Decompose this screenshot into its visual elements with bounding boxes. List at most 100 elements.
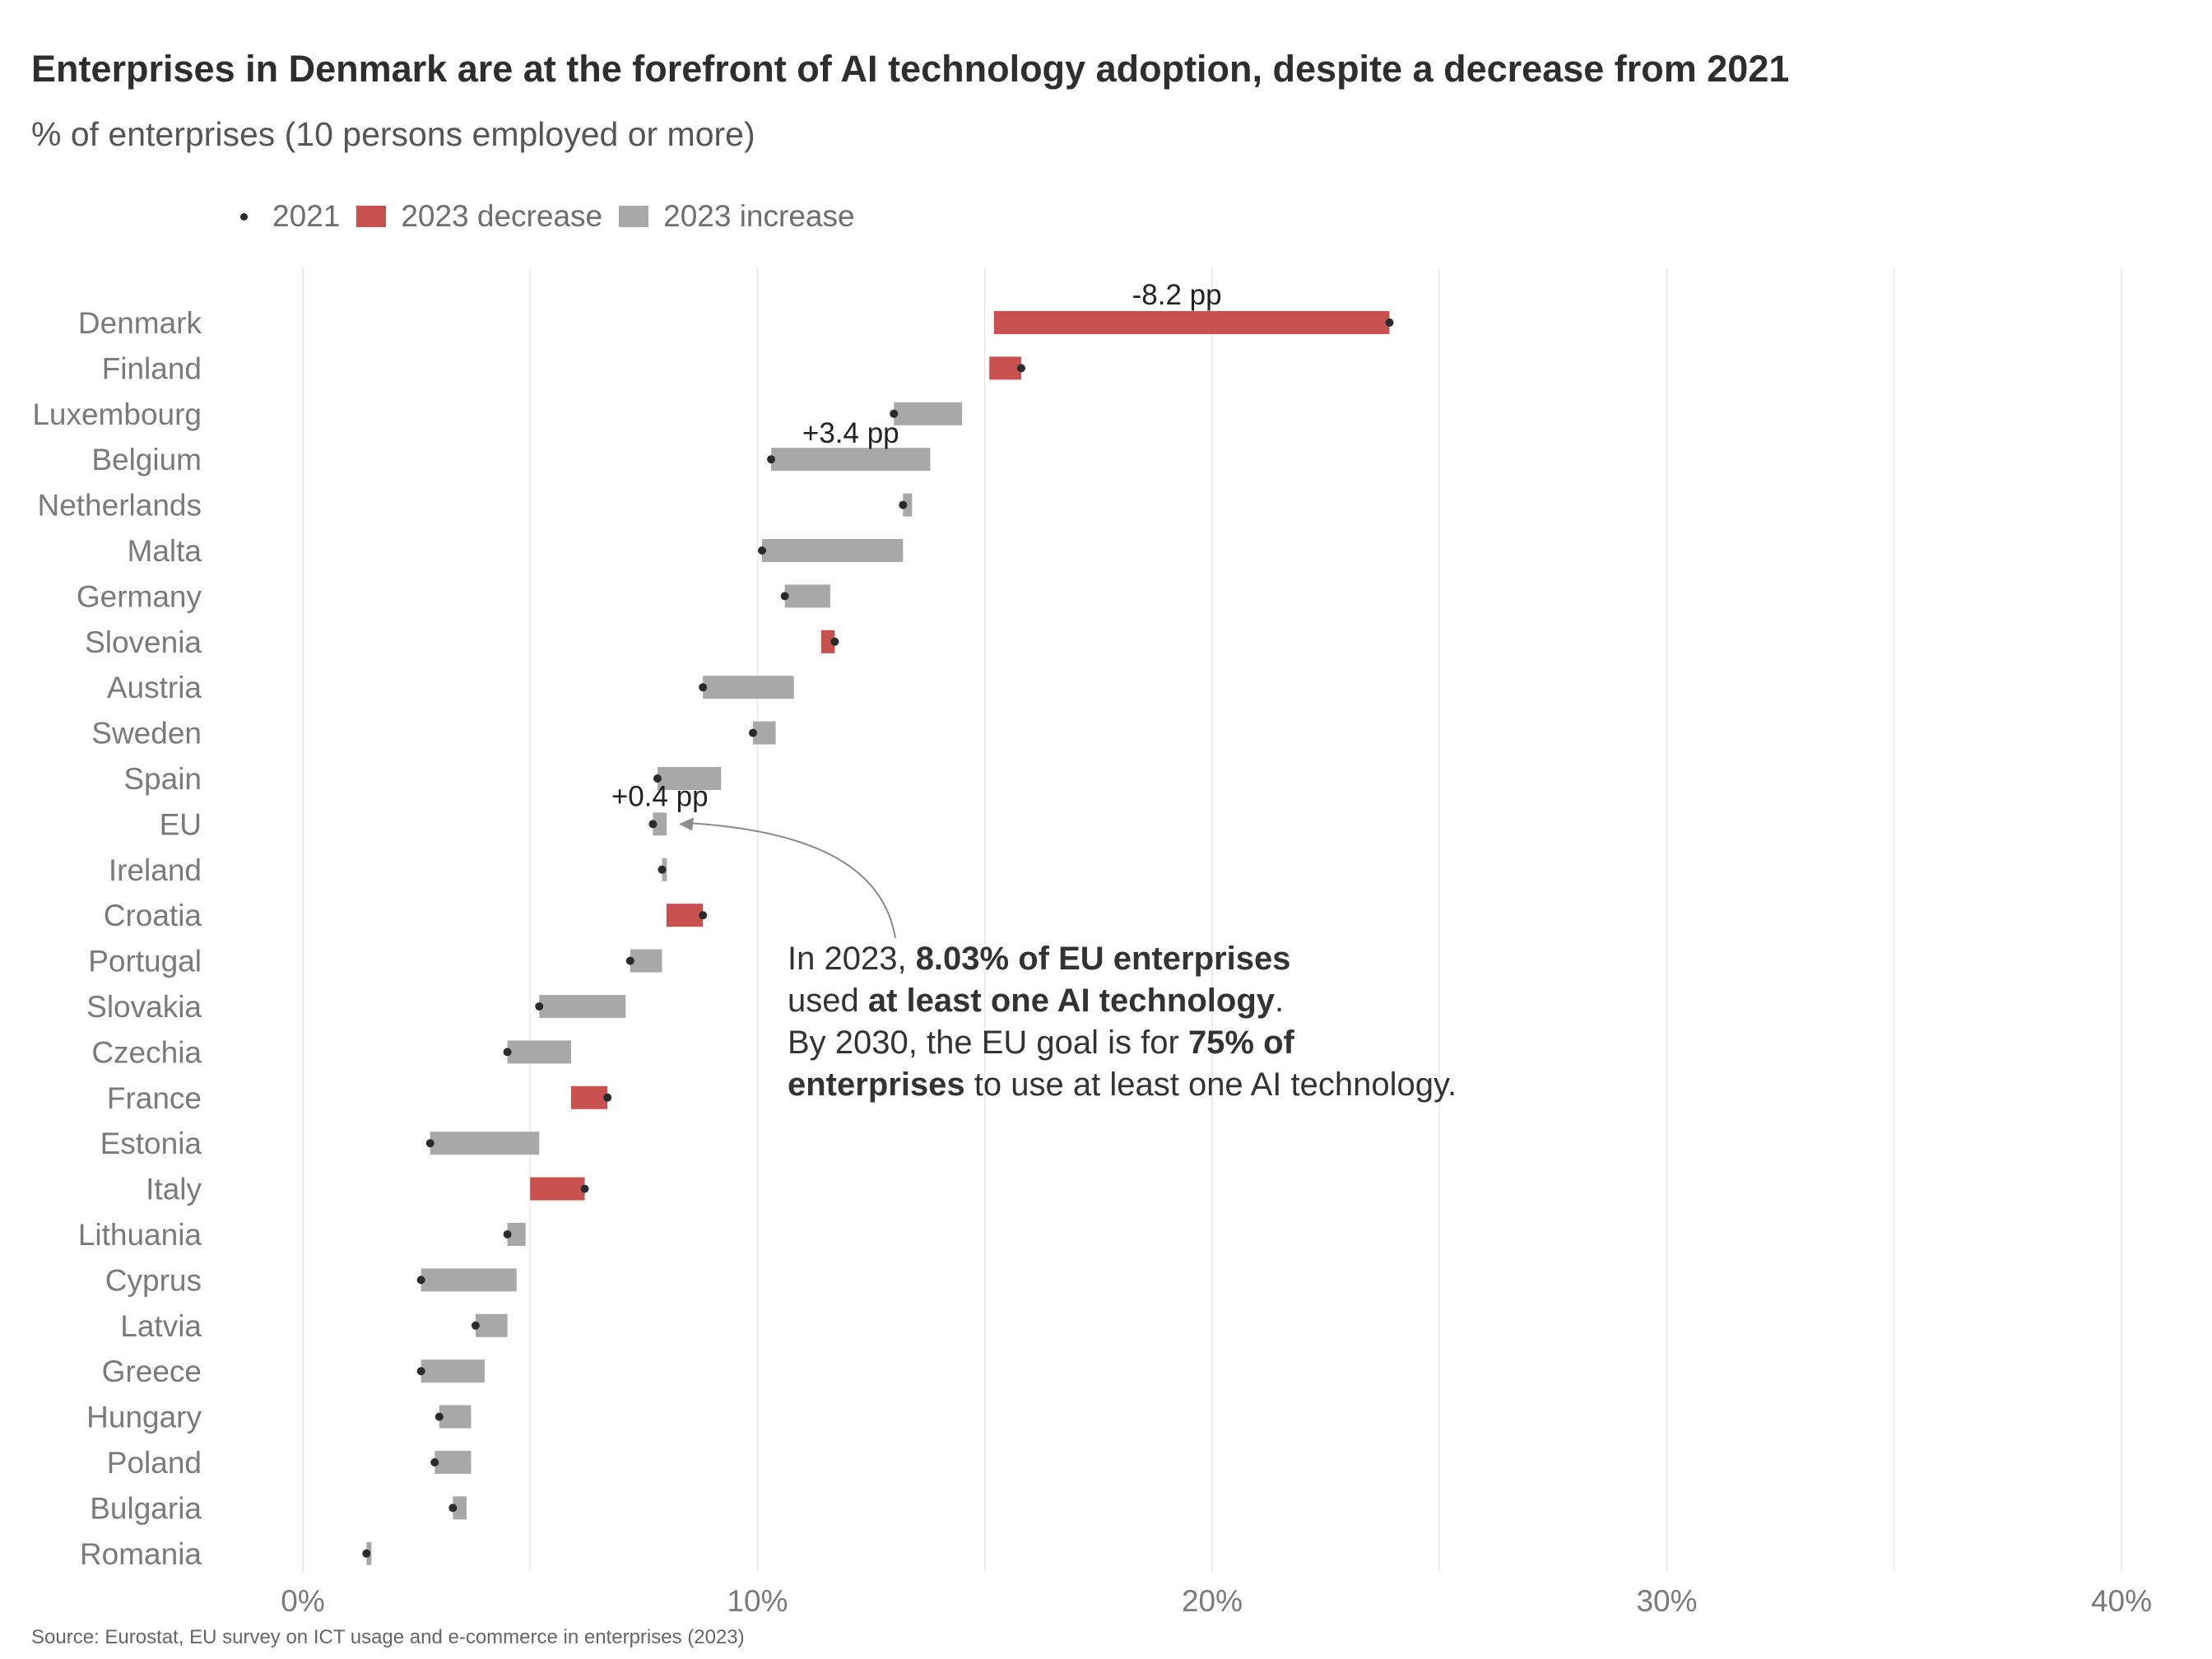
dot-2021 xyxy=(699,911,708,920)
bar-2023-decrease xyxy=(820,630,835,653)
bar-2023-increase xyxy=(657,767,722,790)
bar-2023-decrease xyxy=(989,356,1021,380)
bar-2023-increase xyxy=(475,1313,508,1337)
bar-2023-increase xyxy=(434,1451,472,1474)
legend-label-2021: 2021 xyxy=(272,199,341,233)
y-category-label: Lithuania xyxy=(78,1218,202,1252)
dot-2021 xyxy=(1385,318,1394,327)
y-category-label: Germany xyxy=(77,579,202,613)
dot-2021 xyxy=(503,1048,512,1057)
annotation-arrowhead xyxy=(679,817,694,831)
legend-item-decrease: 2023 decrease xyxy=(356,199,602,234)
dot-2021 xyxy=(658,865,667,874)
dot-2021 xyxy=(603,1093,612,1102)
bar-2023-decrease xyxy=(570,1085,608,1109)
dot-2021 xyxy=(830,637,839,646)
y-category-label: Portugal xyxy=(88,945,202,978)
y-category-label: Romania xyxy=(80,1537,202,1571)
legend: 2021 2023 decrease 2023 increase xyxy=(237,198,871,235)
bar-2023-increase xyxy=(703,676,794,699)
dot-2021 xyxy=(699,683,708,692)
bar-2023-increase xyxy=(439,1405,472,1429)
dot-2021 xyxy=(648,820,658,829)
dot-2021 xyxy=(580,1184,589,1193)
y-category-label: Cyprus xyxy=(105,1263,202,1297)
bar-2023-increase xyxy=(421,1359,485,1383)
y-category-label: Greece xyxy=(102,1355,202,1388)
dot-2021 xyxy=(767,455,776,464)
y-category-label: Poland xyxy=(107,1446,202,1480)
y-category-label: Latvia xyxy=(120,1309,202,1343)
dot-2021 xyxy=(471,1321,480,1330)
x-tick-label: 40% xyxy=(2091,1584,2152,1618)
dot-2021 xyxy=(503,1230,512,1238)
legend-label-decrease: 2023 decrease xyxy=(401,199,603,233)
dot-2021 xyxy=(362,1549,371,1558)
y-category-label: Hungary xyxy=(86,1401,202,1434)
legend-item-2021: 2021 xyxy=(237,199,340,234)
bar-2023-increase xyxy=(762,539,904,562)
y-category-label: Czechia xyxy=(91,1035,202,1069)
dot-2021 xyxy=(416,1276,425,1285)
y-category-label: Finland xyxy=(102,351,202,385)
x-tick-label: 20% xyxy=(1182,1584,1243,1618)
x-tick-label: 10% xyxy=(727,1584,788,1618)
y-category-label: Estonia xyxy=(100,1127,202,1160)
chart-title: Enterprises in Denmark are at the forefr… xyxy=(31,48,1790,90)
bar-2023-increase xyxy=(453,1496,467,1520)
bar-2023-increase xyxy=(653,812,667,836)
dot-2021 xyxy=(434,1412,444,1421)
annotation-line-4: enterprises to use at least one AI techn… xyxy=(788,1066,1457,1103)
chart-subtitle: % of enterprises (10 persons employed or… xyxy=(31,115,755,153)
y-category-label: EU xyxy=(160,807,202,841)
bar-2023-increase xyxy=(421,1268,517,1292)
annotation-line-3: By 2030, the EU goal is for 75% of xyxy=(788,1025,1294,1061)
dot-2021 xyxy=(535,1002,544,1011)
dot-2021 xyxy=(425,1139,434,1148)
annotation-line-2: used at least one AI technology. xyxy=(788,983,1285,1019)
dot-2021 xyxy=(780,592,789,601)
bar-2023-increase xyxy=(771,448,931,472)
dot-2021 xyxy=(625,956,634,965)
y-category-label: Croatia xyxy=(104,899,202,932)
dot-2021 xyxy=(1016,364,1025,373)
bar-2023-increase xyxy=(539,995,626,1018)
dot-2021 xyxy=(758,546,767,555)
y-category-label: Slovenia xyxy=(85,625,202,659)
dot-2021 xyxy=(448,1503,458,1513)
bar-2023-increase xyxy=(507,1223,526,1246)
eu-annotation-text: In 2023, 8.03% of EU enterprises used at… xyxy=(788,938,1457,1106)
change-annotation: -8.2 pp xyxy=(1132,279,1222,311)
x-tick-label: 30% xyxy=(1636,1584,1697,1618)
dot-2021 xyxy=(416,1367,425,1376)
y-category-label: Sweden xyxy=(91,717,202,750)
y-category-label: Austria xyxy=(107,671,202,704)
legend-swatch-increase xyxy=(619,206,649,227)
bar-2023-increase xyxy=(430,1132,540,1155)
source-note: Source: Eurostat, EU survey on ICT usage… xyxy=(31,1626,745,1648)
y-category-label: Luxembourg xyxy=(32,397,202,431)
y-category-label: Spain xyxy=(123,762,202,796)
dot-2021 xyxy=(653,774,662,783)
change-annotation: +0.4 pp xyxy=(611,780,709,812)
bar-2023-increase xyxy=(784,584,830,608)
dot-2021 xyxy=(890,409,899,418)
legend-dot-2021 xyxy=(240,212,248,221)
y-category-label: Belgium xyxy=(91,443,202,476)
dot-2021 xyxy=(430,1458,439,1466)
bar-2023-decrease xyxy=(667,904,704,927)
y-category-label: Denmark xyxy=(78,306,202,340)
y-category-label: Bulgaria xyxy=(90,1491,202,1525)
annotation-arrow xyxy=(686,822,896,939)
bar-2023-increase xyxy=(507,1040,571,1064)
annotation-line-1: In 2023, 8.03% of EU enterprises xyxy=(788,941,1291,977)
dot-2021 xyxy=(748,728,757,737)
y-category-label: France xyxy=(107,1081,202,1115)
y-category-label: Italy xyxy=(146,1173,202,1206)
change-annotation: +3.4 pp xyxy=(802,417,899,449)
dot-2021 xyxy=(899,500,908,509)
x-tick-label: 0% xyxy=(281,1584,324,1618)
bar-2023-increase xyxy=(903,493,913,517)
y-category-label: Netherlands xyxy=(37,489,202,523)
